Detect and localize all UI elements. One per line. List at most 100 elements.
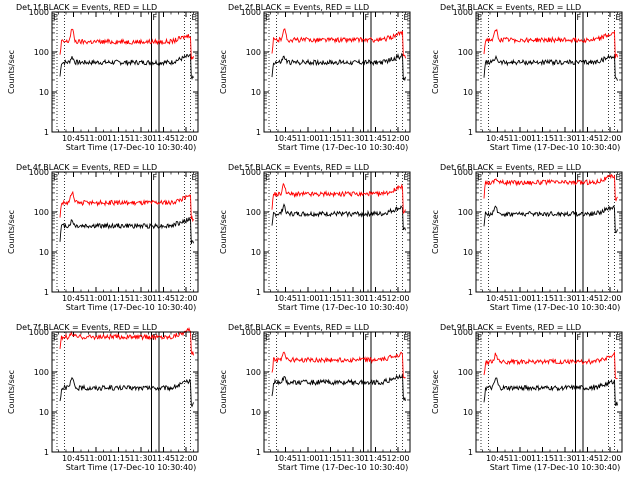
y-tick-label: 10 bbox=[39, 88, 49, 97]
marker-label: F bbox=[577, 13, 582, 22]
x-tick-label: 11:00 bbox=[296, 294, 319, 303]
marker-label: E bbox=[265, 173, 270, 182]
series-line-events bbox=[59, 376, 194, 408]
x-tick-label: 11:45 bbox=[364, 134, 387, 143]
x-axis-label: Start Time (17-Dec-10 10:30:40) bbox=[490, 303, 621, 312]
x-tick-label: 10:45 bbox=[274, 134, 297, 143]
panel-6: Det 6f BLACK = Events, RED = LLD Counts/s… bbox=[431, 163, 623, 312]
x-tick-label: 11:30 bbox=[129, 454, 152, 463]
series-line-lld bbox=[483, 173, 618, 202]
plot-frame bbox=[263, 171, 411, 293]
x-axis-label: Start Time (17-Dec-10 10:30:40) bbox=[66, 303, 197, 312]
y-axis-label: Counts/sec bbox=[219, 210, 228, 254]
x-tick-label: 11:45 bbox=[152, 134, 175, 143]
x-tick-label: 10:45 bbox=[274, 454, 297, 463]
x-tick-label: 11:45 bbox=[576, 294, 599, 303]
y-axis-label: Counts/sec bbox=[7, 50, 16, 94]
marker-label: F bbox=[577, 173, 582, 182]
x-tick-label: 11:45 bbox=[152, 294, 175, 303]
panel-title: Det 5f BLACK = Events, RED = LLD bbox=[228, 163, 369, 172]
x-tick-label: 11:00 bbox=[84, 294, 107, 303]
y-tick-label: 1000 bbox=[241, 8, 261, 17]
x-axis-label: Start Time (17-Dec-10 10:30:40) bbox=[278, 303, 409, 312]
panel-title: Det 4f BLACK = Events, RED = LLD bbox=[16, 163, 157, 172]
x-tick-label: 11:15 bbox=[531, 294, 554, 303]
y-axis-label: Counts/sec bbox=[431, 370, 440, 414]
panel-title: Det 8f BLACK = Events, RED = LLD bbox=[228, 323, 369, 332]
x-tick-label: 11:45 bbox=[576, 134, 599, 143]
x-tick-label: 11:00 bbox=[84, 454, 107, 463]
y-tick-label: 1000 bbox=[453, 168, 473, 177]
y-tick-label: 100 bbox=[246, 208, 261, 217]
marker-label: E bbox=[616, 13, 621, 22]
x-tick-label: 11:45 bbox=[152, 454, 175, 463]
series-line-events bbox=[483, 205, 618, 234]
y-tick-label: 1000 bbox=[453, 328, 473, 337]
y-tick-label: 1 bbox=[468, 448, 473, 457]
x-tick-label: 12:00 bbox=[174, 294, 197, 303]
x-tick-label: 11:00 bbox=[508, 294, 531, 303]
y-tick-label: 10 bbox=[463, 88, 473, 97]
panel-7: Det 7f BLACK = Events, RED = LLD Counts/s… bbox=[7, 323, 199, 472]
plot-frame bbox=[51, 331, 199, 453]
series-line-lld bbox=[271, 182, 406, 214]
y-axis-label: Counts/sec bbox=[431, 50, 440, 94]
y-axis-label: Counts/sec bbox=[7, 210, 16, 254]
x-tick-label: 11:15 bbox=[319, 454, 342, 463]
x-tick-label: 10:45 bbox=[62, 294, 85, 303]
panel-4: Det 4f BLACK = Events, RED = LLD Counts/s… bbox=[7, 163, 199, 312]
x-tick-label: 11:15 bbox=[531, 454, 554, 463]
plot-frame bbox=[51, 171, 199, 293]
marker-label: E bbox=[192, 333, 197, 342]
y-tick-label: 100 bbox=[34, 208, 49, 217]
y-axis-label: Counts/sec bbox=[219, 50, 228, 94]
series-line-lld bbox=[59, 28, 194, 60]
marker-label: E bbox=[404, 13, 409, 22]
marker-label: E bbox=[265, 13, 270, 22]
x-tick-label: 11:30 bbox=[129, 134, 152, 143]
x-axis-label: Start Time (17-Dec-10 10:30:40) bbox=[66, 463, 197, 472]
y-tick-label: 1000 bbox=[241, 328, 261, 337]
plot-frame bbox=[475, 171, 623, 293]
y-tick-label: 1000 bbox=[453, 8, 473, 17]
x-tick-label: 12:00 bbox=[174, 454, 197, 463]
series-line-events bbox=[271, 52, 406, 82]
y-tick-label: 1000 bbox=[29, 8, 49, 17]
y-tick-label: 100 bbox=[458, 208, 473, 217]
x-tick-label: 11:15 bbox=[107, 134, 130, 143]
series-line-events bbox=[483, 54, 618, 81]
marker-label: F bbox=[365, 333, 370, 342]
x-tick-label: 12:00 bbox=[598, 294, 621, 303]
x-tick-label: 12:00 bbox=[386, 134, 409, 143]
y-axis-label: Counts/sec bbox=[7, 370, 16, 414]
panel-9: Det 9f BLACK = Events, RED = LLD Counts/s… bbox=[431, 323, 623, 472]
x-axis-label: Start Time (17-Dec-10 10:30:40) bbox=[278, 143, 409, 152]
x-tick-label: 11:45 bbox=[364, 294, 387, 303]
x-tick-label: 10:45 bbox=[486, 294, 509, 303]
marker-label: E bbox=[53, 333, 58, 342]
series-line-events bbox=[271, 373, 406, 401]
y-tick-label: 10 bbox=[463, 408, 473, 417]
series-line-lld bbox=[271, 28, 406, 59]
y-tick-label: 100 bbox=[34, 48, 49, 57]
panel-title: Det 1f BLACK = Events, RED = LLD bbox=[16, 3, 157, 12]
series-line-events bbox=[59, 53, 194, 80]
x-axis-label: Start Time (17-Dec-10 10:30:40) bbox=[278, 463, 409, 472]
y-tick-label: 1 bbox=[44, 448, 49, 457]
panel-2: Det 2f BLACK = Events, RED = LLD Counts/s… bbox=[219, 3, 411, 152]
marker-label: E bbox=[53, 173, 58, 182]
plot-frame bbox=[51, 11, 199, 133]
x-tick-label: 10:45 bbox=[486, 134, 509, 143]
x-tick-label: 11:00 bbox=[508, 454, 531, 463]
x-tick-label: 11:15 bbox=[319, 294, 342, 303]
x-tick-label: 11:30 bbox=[341, 134, 364, 143]
plot-frame bbox=[475, 331, 623, 453]
y-tick-label: 1 bbox=[44, 288, 49, 297]
x-tick-label: 11:15 bbox=[107, 454, 130, 463]
y-tick-label: 10 bbox=[251, 248, 261, 257]
y-axis-label: Counts/sec bbox=[219, 370, 228, 414]
y-tick-label: 10 bbox=[463, 248, 473, 257]
y-tick-label: 1 bbox=[256, 128, 261, 137]
y-tick-label: 100 bbox=[246, 48, 261, 57]
